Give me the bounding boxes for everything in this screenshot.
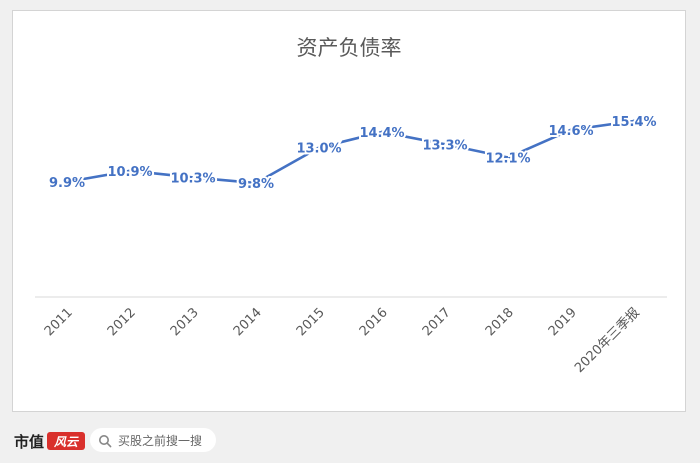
series-line xyxy=(65,119,636,185)
x-tick-label: 2016 xyxy=(357,305,391,339)
data-label: 15.4% xyxy=(611,115,656,130)
data-point xyxy=(128,169,132,173)
x-tick-label: 2011 xyxy=(42,305,76,339)
data-label: 12.1% xyxy=(485,152,530,167)
x-tick-label: 2013 xyxy=(168,305,202,339)
data-point xyxy=(65,180,69,184)
data-point xyxy=(380,130,384,134)
search-icon xyxy=(98,433,112,448)
data-label: 9.8% xyxy=(238,177,274,192)
chart-frame: 资产负债率 9.9% 10.9% 10.3% 9.8% 13.0% 14.4% 13.3% 1… xyxy=(12,10,686,412)
footer: 市值 风云 买股之前搜一搜 xyxy=(0,416,700,463)
data-point xyxy=(569,128,573,132)
x-tick-label: 2018 xyxy=(483,305,517,339)
x-tick-label: 2014 xyxy=(231,305,265,339)
data-point xyxy=(632,119,636,123)
data-labels-group: 9.9% 10.9% 10.3% 9.8% 13.0% 14.4% 13.3% 12.1% 14… xyxy=(47,113,659,194)
x-tick-label: 2019 xyxy=(546,305,580,339)
data-label: 13.3% xyxy=(422,138,467,153)
brand-name: 市值 xyxy=(14,432,45,451)
x-tick-label: 2017 xyxy=(420,305,454,339)
line-chart: 资产负债率 9.9% 10.9% 10.3% 9.8% 13.0% 14.4% 13.3% 1… xyxy=(35,36,667,376)
data-point xyxy=(254,181,258,185)
x-tick-label: 2020年三季报 xyxy=(572,305,643,376)
x-tick-label: 2015 xyxy=(294,305,328,339)
x-tick-label: 2012 xyxy=(105,305,139,339)
data-label: 10.9% xyxy=(107,165,152,180)
data-point xyxy=(443,142,447,146)
data-point xyxy=(506,156,510,160)
data-point xyxy=(191,175,195,179)
data-label: 14.4% xyxy=(359,126,404,141)
data-label: 9.9% xyxy=(49,176,85,191)
series-group xyxy=(65,119,636,185)
x-tick-labels-group: 2011 2012 2013 2014 2015 2016 2017 2018 20192020… xyxy=(42,305,643,376)
data-point xyxy=(317,146,321,150)
search-box[interactable]: 买股之前搜一搜 xyxy=(90,428,216,452)
brand-seal: 风云 xyxy=(47,432,86,450)
chart-title: 资产负债率 xyxy=(297,36,402,60)
brand-logo: 市值 风云 xyxy=(14,430,86,452)
data-label: 13.0% xyxy=(296,142,341,157)
data-label: 14.6% xyxy=(548,124,593,139)
search-placeholder: 买股之前搜一搜 xyxy=(118,433,203,448)
data-label: 10.3% xyxy=(170,171,215,186)
